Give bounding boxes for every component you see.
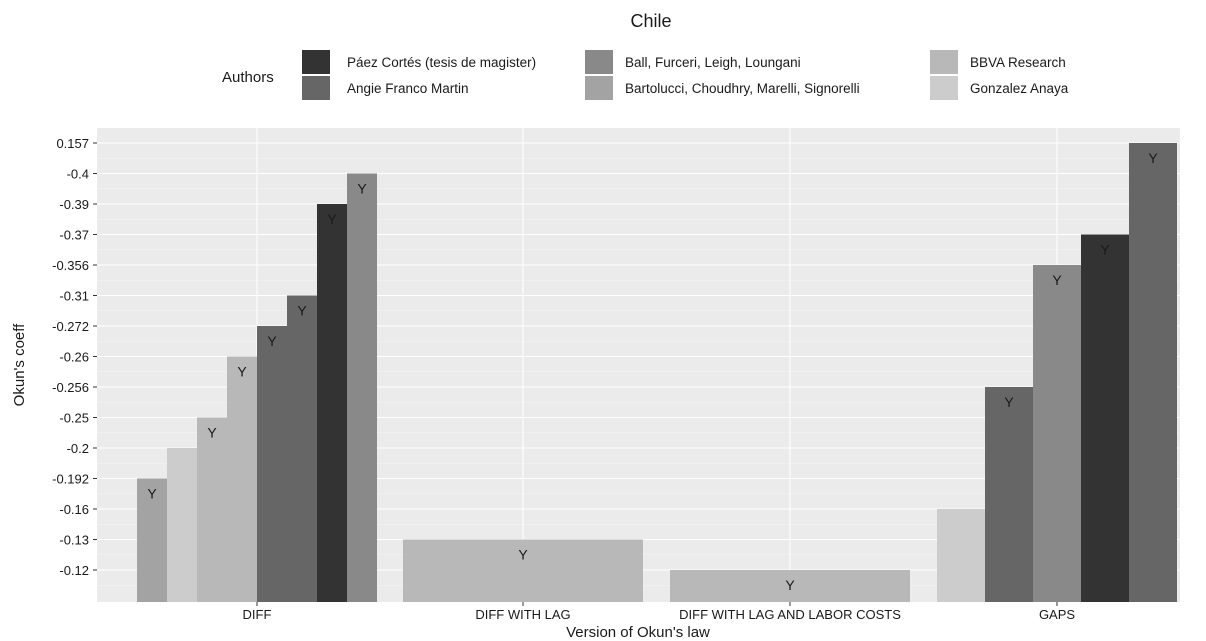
legend-entry-label: Angie Franco Martin xyxy=(347,81,469,96)
bar-data-label: Y xyxy=(237,364,247,380)
bar xyxy=(197,417,227,602)
x-axis: DIFF DIFF WITH LAG DIFF WITH LAG AND LABOR… xyxy=(243,602,1075,622)
y-axis: -0.12 -0.13 -0.16 -0.192 -0.2 -0.25 -0.256 -0.2… xyxy=(52,136,97,578)
bar-data-label: Y xyxy=(297,303,307,319)
bar-data-label: Y xyxy=(357,181,367,197)
y-tick-label: 0.157 xyxy=(56,136,89,151)
y-tick-label: -0.12 xyxy=(59,563,89,578)
bar-data-label: Y xyxy=(267,333,277,349)
bar-data-label: Y xyxy=(207,425,217,441)
legend-key xyxy=(302,76,330,100)
y-tick-label: -0.37 xyxy=(59,228,89,243)
x-tick-label: DIFF WITH LAG AND LABOR COSTS xyxy=(679,607,901,622)
bar-data-label: Y xyxy=(147,486,157,502)
bar xyxy=(257,326,287,602)
bar xyxy=(670,570,910,602)
y-tick-label: -0.31 xyxy=(59,289,89,304)
legend-key xyxy=(585,50,613,74)
bar-data-label: Y xyxy=(785,577,795,593)
y-tick-label: -0.25 xyxy=(59,411,89,426)
bar xyxy=(1129,143,1177,602)
y-tick-label: -0.272 xyxy=(52,319,89,334)
bar xyxy=(137,478,167,602)
y-tick-label: -0.2 xyxy=(67,441,89,456)
legend-entry-label: Gonzalez Anaya xyxy=(970,81,1069,96)
bar xyxy=(227,356,257,602)
bar xyxy=(937,509,985,602)
legend-entry-label: BBVA Research xyxy=(970,55,1066,70)
x-axis-label: Version of Okun's law xyxy=(566,624,710,641)
bar xyxy=(287,295,317,602)
y-tick-label: -0.192 xyxy=(52,472,89,487)
bar xyxy=(1033,265,1081,602)
x-tick-label: DIFF xyxy=(243,607,272,622)
bar xyxy=(167,448,197,602)
legend: Authors Páez Cortés (tesis de magister) A… xyxy=(222,50,1069,100)
y-tick-label: -0.26 xyxy=(59,350,89,365)
x-tick-label: DIFF WITH LAG xyxy=(475,607,570,622)
legend-key xyxy=(930,76,958,100)
bar-data-label: Y xyxy=(327,211,337,227)
bar-data-label: Y xyxy=(518,547,528,563)
bars xyxy=(137,143,1177,602)
bar xyxy=(403,539,643,602)
bar-labels: Y Y Y Y Y Y Y Y Y Y Y Y Y xyxy=(147,150,1158,593)
x-tick-label: GAPS xyxy=(1039,607,1075,622)
legend-title: Authors xyxy=(222,69,274,86)
bar xyxy=(317,204,347,602)
y-tick-label: -0.39 xyxy=(59,197,89,212)
legend-entry-label: Páez Cortés (tesis de magister) xyxy=(347,55,536,70)
bar-data-label: Y xyxy=(1100,242,1110,258)
y-tick-label: -0.256 xyxy=(52,380,89,395)
y-tick-label: -0.356 xyxy=(52,258,89,273)
legend-key xyxy=(585,76,613,100)
legend-key xyxy=(302,50,330,74)
y-tick-label: -0.4 xyxy=(67,167,89,182)
bar-data-label: Y xyxy=(1004,394,1014,410)
bar-data-label: Y xyxy=(1148,150,1158,166)
bar xyxy=(347,173,377,602)
legend-entry-label: Ball, Furceri, Leigh, Loungani xyxy=(625,55,801,70)
chart-title: Chile xyxy=(630,11,671,31)
bar xyxy=(985,387,1033,602)
y-axis-label: Okun's coeff xyxy=(11,323,28,406)
y-tick-label: -0.13 xyxy=(59,533,89,548)
y-tick-label: -0.16 xyxy=(59,502,89,517)
bar-data-label: Y xyxy=(1052,272,1062,288)
legend-entry-label: Bartolucci, Choudhry, Marelli, Signorell… xyxy=(625,81,860,96)
bar xyxy=(1081,234,1129,602)
legend-key xyxy=(930,50,958,74)
